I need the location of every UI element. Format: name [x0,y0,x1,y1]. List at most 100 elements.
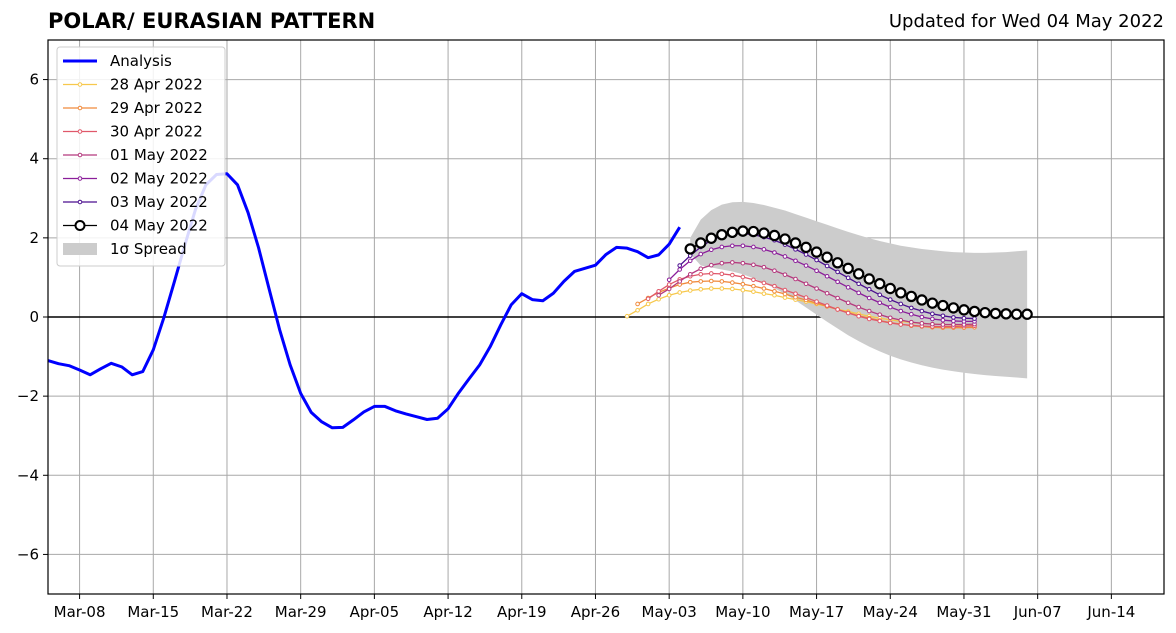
legend-item: 04 May 2022 [63,217,208,235]
x-tick-label: Apr-19 [497,603,547,621]
current-forecast-series-point [863,273,875,285]
legend-item: 03 May 2022 [63,193,208,211]
forecast-series-1-point [782,295,788,300]
y-tick-label: 0 [29,308,39,326]
forecast-series-2-point [740,281,746,287]
forecast-series-3-point [761,280,767,286]
current-forecast-series-point [747,225,760,238]
chart-subtitle: Updated for Wed 04 May 2022 [888,11,1164,32]
forecast-series-2-point [730,280,735,285]
forecast-series-2-point [793,294,798,300]
forecast-series-3-point [887,320,893,326]
plot-region [48,172,1033,430]
y-tick-label: 4 [29,150,39,168]
forecast-series-5-point [930,316,935,322]
forecast-series-1-point [677,290,683,295]
current-forecast-series-point [968,305,981,318]
forecast-series-3-point [751,277,756,283]
current-forecast-series-point [810,246,823,258]
x-tick-label: Apr-05 [350,603,400,621]
x-tick-label: May-31 [936,603,991,621]
forecast-series-3-point [772,283,777,289]
forecast-series-5-point [877,300,883,306]
forecast-series-3-point [656,288,661,294]
forecast-series-2-point [761,286,767,291]
forecast-series-5-point [919,314,925,320]
current-forecast-series [684,225,1033,320]
forecast-series-1-point [719,286,725,291]
legend-marker [77,82,83,87]
forecast-series-6-point [887,297,893,302]
forecast-series-4-point [877,312,883,317]
forecast-series-1-point [624,313,630,319]
forecast-series-5-point [698,251,704,257]
forecast-series-3-point [824,303,830,308]
forecast-series-1-point [740,287,746,293]
forecast-series-4-point [687,271,693,277]
current-forecast-series-point [716,228,728,241]
legend-label: 30 Apr 2022 [110,123,203,141]
forecast-series-2-point [708,278,714,284]
spread-band [690,201,1028,379]
forecast-series-6-point [814,257,819,263]
legend-item: 29 Apr 2022 [63,99,203,117]
forecast-series-4-point [677,279,683,284]
legend-marker [74,220,86,231]
legend-box [56,46,226,267]
forecast-series-3-point [793,291,798,296]
forecast-series-3-point [856,313,861,319]
forecast-series-4-point [919,321,925,326]
legend-marker [77,152,83,158]
forecast-series-4-point [719,260,725,266]
forecast-series-5 [666,243,977,324]
forecast-series-2-point [635,301,640,307]
forecast-series-5-point [951,318,956,324]
forecast-series-5-point [803,263,809,268]
forecast-series-3-point [719,271,725,277]
forecast-series-5-point [814,268,819,274]
forecast-series-5-point [824,273,830,279]
legend-label: 1σ Spread [110,240,187,258]
current-forecast-series-point [779,233,791,245]
y-tick-label: 6 [29,71,39,89]
current-forecast-series-point [800,241,812,254]
current-forecast-series-point [937,299,949,312]
analysis-series [48,172,681,430]
legend-label: 02 May 2022 [110,170,208,188]
legend-label: 28 Apr 2022 [110,76,203,94]
forecast-series-4-point [898,317,904,323]
forecast-series-4-point [835,295,840,301]
forecast-series-4-point [856,304,861,310]
forecast-series-2-point [751,283,756,289]
x-axis: Mar-08 Mar-15 Mar-22 Mar-29 Apr-05 Apr-12 Apr-… [54,594,1135,621]
forecast-series-6-point [677,263,683,268]
x-tick-label: May-17 [789,603,844,621]
legend-item: Analysis [63,52,172,70]
legend-item: 1σ Spread [63,240,187,258]
forecast-series-4-point [930,321,935,327]
forecast-series-4-point [951,322,956,327]
current-forecast-series-point [874,278,886,290]
current-forecast-series-point [916,294,928,306]
forecast-series-4 [656,260,977,327]
y-tick-label: −4 [17,466,39,484]
forecast-series-3-point [814,299,819,304]
forecast-series-3-point [845,310,851,316]
current-forecast-series-point [726,226,739,239]
forecast-series-5-point [719,244,725,250]
legend: Analysis 28 Apr 2022 29 Apr 2022 30 Apr 202… [56,46,226,267]
forecast-series-5-point [909,311,914,317]
forecast-series-1-point [656,296,661,302]
legend-marker [77,199,83,205]
x-tick-label: Mar-08 [54,603,106,621]
forecast-series-6-point [845,275,851,281]
current-forecast-series-point [958,304,970,316]
forecast-series-6-point [961,315,967,321]
current-forecast-series-point [979,306,991,319]
forecast-series-6-point [803,252,809,257]
forecast-series-6-point [898,301,904,307]
legend-item: 28 Apr 2022 [63,76,203,94]
forecast-series-2-point [772,288,777,294]
current-forecast-series-point [768,229,781,242]
forecast-series-6-point [951,315,956,320]
